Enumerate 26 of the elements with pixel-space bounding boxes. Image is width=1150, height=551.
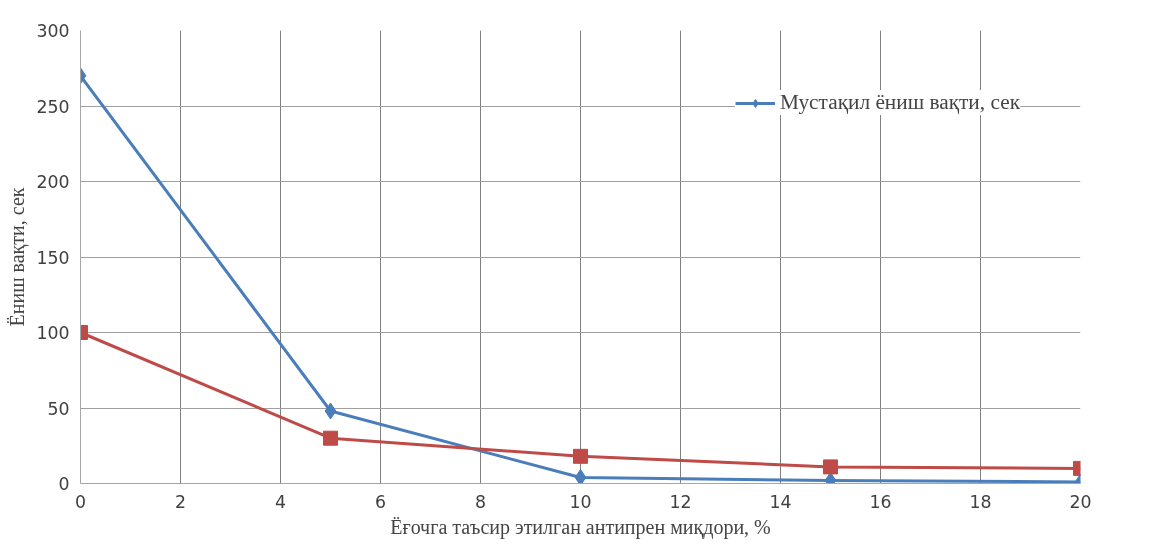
y-tick-label: 300 xyxy=(36,21,70,41)
x-tick-label: 16 xyxy=(869,491,892,512)
y-tick-label: 200 xyxy=(36,172,70,192)
x-tick-label: 10 xyxy=(569,491,592,512)
point xyxy=(573,448,588,464)
x-tick-label: 12 xyxy=(669,491,692,512)
y-tick-label: 50 xyxy=(47,398,70,419)
point xyxy=(574,468,587,484)
y-tick-label: 100 xyxy=(36,323,70,343)
y-tick-label: 150 xyxy=(36,247,70,268)
point xyxy=(823,459,838,475)
x-tick-label: 6 xyxy=(374,491,387,512)
y-axis-title: Ёниш вақти, сек xyxy=(6,187,30,327)
point xyxy=(324,402,337,420)
x-tick-label: 14 xyxy=(769,491,792,512)
x-tick-label: 2 xyxy=(174,491,187,512)
x-axis-title: Ёғочга таъсир этилган антипрен миқдори, % xyxy=(390,515,771,539)
x-tick-label: 0 xyxy=(74,491,87,512)
y-tick-label: 250 xyxy=(36,96,70,117)
point xyxy=(323,430,338,446)
x-tick-label: 20 xyxy=(1069,491,1092,512)
x-tick-label: 18 xyxy=(969,491,992,512)
x-tick-label: 8 xyxy=(474,491,487,512)
y-tick-label: 0 xyxy=(58,474,70,494)
x-tick-label: 4 xyxy=(274,491,287,512)
legend-label: Мустақил ёниш вақти, сек xyxy=(780,90,1020,115)
